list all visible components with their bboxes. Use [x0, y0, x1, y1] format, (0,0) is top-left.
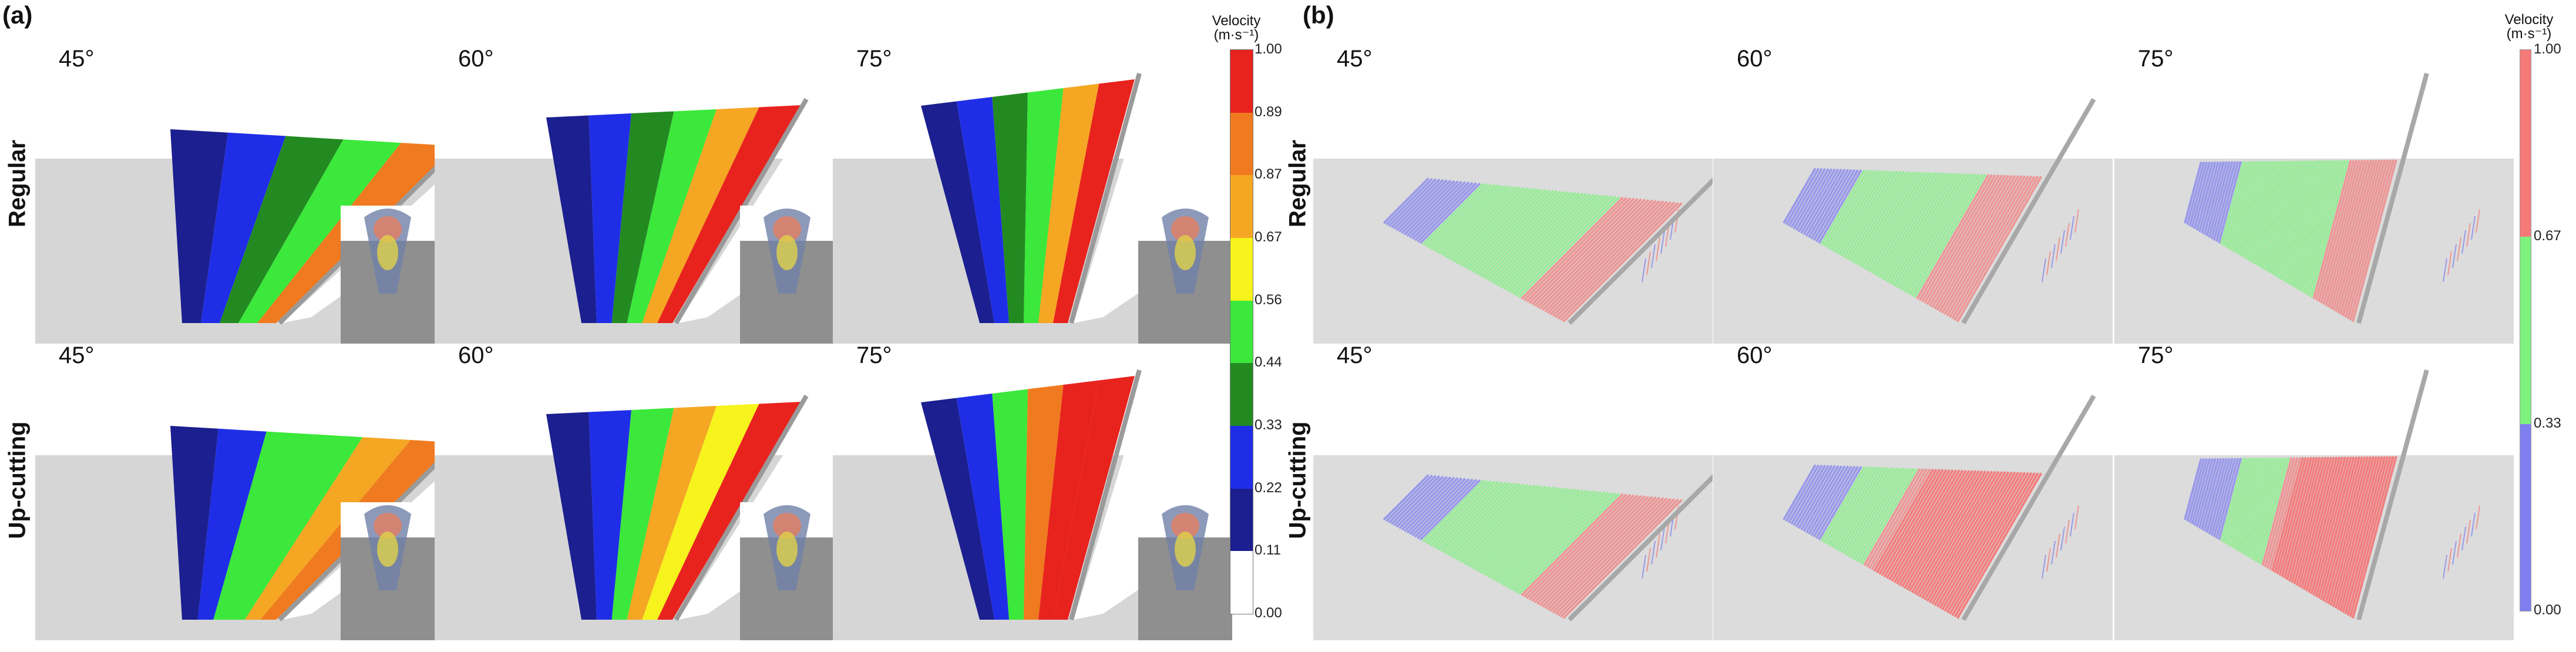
- panel-a-plot-upcutting-1: 60°: [435, 342, 834, 640]
- velocity-vector-image: [2114, 72, 2514, 344]
- velocity-vector-image: [1713, 394, 2113, 640]
- angle-label: 60°: [458, 342, 494, 368]
- colorbar-a-tick-label: 0.11: [1255, 542, 1281, 559]
- colorbar-a-title-line2: (m·s⁻¹): [1213, 27, 1259, 43]
- row-label-regular-a: Regular: [4, 140, 31, 227]
- panel-b-plot-upcutting-2: 75°: [2114, 342, 2514, 640]
- colorbar-a-tick-label: 0.33: [1255, 417, 1282, 433]
- angle-label: 45°: [1337, 46, 1373, 72]
- colorbar-a-segment: [1230, 238, 1253, 301]
- panel-a-plot-upcutting-2: 75°: [833, 342, 1232, 640]
- cutting-simulation-image: [435, 394, 834, 640]
- row-label-upcutting-a: Up-cutting: [4, 421, 31, 539]
- panel-b-label: (b): [1303, 1, 1334, 29]
- angle-label: 45°: [59, 46, 95, 72]
- colorbar-a-segment: [1230, 363, 1253, 426]
- panel-b-plot-upcutting-0: 45°: [1313, 342, 1713, 640]
- colorbar-b-tick-label: 0.00: [2534, 602, 2561, 618]
- colorbar-b-title-line2: (m·s⁻¹): [2506, 26, 2552, 42]
- panel-a-plot-regular-1: 60°: [435, 46, 834, 344]
- angle-label: 75°: [2138, 342, 2174, 368]
- colorbar-a-title: Velocity (m·s⁻¹): [1198, 14, 1274, 42]
- cutting-simulation-image: [833, 72, 1232, 344]
- colorbar-b-tick-label: 0.67: [2534, 228, 2561, 244]
- colorbar-b-title-line1: Velocity: [2504, 12, 2554, 28]
- colorbar-a-tick-label: 1.00: [1255, 41, 1282, 57]
- row-label-upcutting-b: Up-cutting: [1284, 421, 1311, 539]
- cutting-simulation-image: [35, 129, 435, 344]
- panel-b-plot-regular-1: 60°: [1713, 46, 2113, 344]
- velocity-vector-image: [2114, 369, 2514, 640]
- colorbar-a-title-line1: Velocity: [1212, 13, 1261, 29]
- panel-a-label: (a): [2, 1, 33, 29]
- velocity-vector-image: [1313, 159, 1713, 344]
- angle-label: 60°: [1737, 342, 1773, 368]
- colorbar-a-tick-label: 0.89: [1255, 103, 1282, 120]
- colorbar-b-segment: [2520, 50, 2531, 237]
- colorbar-a-tick-label: 0.00: [1255, 605, 1282, 621]
- colorbar-a: [1230, 49, 1253, 614]
- angle-label: 75°: [2138, 46, 2174, 72]
- colorbar-b-tick-label: 0.33: [2534, 415, 2561, 431]
- colorbar-b-segment: [2520, 237, 2531, 424]
- angle-label: 60°: [458, 46, 494, 72]
- angle-label: 75°: [856, 342, 892, 368]
- colorbar-a-tick-label: 0.87: [1255, 166, 1282, 183]
- angle-label: 60°: [1737, 46, 1773, 72]
- cutting-simulation-image: [435, 98, 834, 344]
- panel-a-plot-regular-0: 45°: [35, 46, 435, 344]
- colorbar-a-segment: [1230, 112, 1253, 176]
- panel-b-plot-upcutting-1: 60°: [1713, 342, 2113, 640]
- panel-a-plot-regular-2: 75°: [833, 46, 1232, 344]
- velocity-vector-image: [1313, 455, 1713, 640]
- colorbar-b: [2520, 49, 2531, 611]
- colorbar-a-tick-label: 0.67: [1255, 229, 1282, 245]
- angle-label: 75°: [856, 46, 892, 72]
- panel-b-plot-regular-0: 45°: [1313, 46, 1713, 344]
- colorbar-a-segment: [1230, 50, 1253, 113]
- angle-label: 45°: [1337, 342, 1373, 368]
- panel-a-plot-upcutting-0: 45°: [35, 342, 435, 640]
- panel-b-plot-regular-2: 75°: [2114, 46, 2514, 344]
- colorbar-b-tick-label: 1.00: [2534, 41, 2561, 57]
- angle-label: 45°: [59, 342, 95, 368]
- colorbar-a-segment: [1230, 300, 1253, 364]
- colorbar-a-segment: [1230, 426, 1253, 489]
- cutting-simulation-image: [35, 426, 435, 640]
- velocity-vector-image: [1713, 98, 2113, 344]
- colorbar-a-segment: [1230, 175, 1253, 238]
- colorbar-a-segment: [1230, 551, 1253, 614]
- colorbar-a-segment: [1230, 488, 1253, 552]
- colorbar-a-tick-label: 0.56: [1255, 291, 1282, 308]
- cutting-simulation-image: [833, 369, 1232, 640]
- colorbar-b-segment: [2520, 424, 2531, 611]
- row-label-regular-b: Regular: [1284, 140, 1311, 227]
- colorbar-b-title: Velocity (m·s⁻¹): [2488, 13, 2570, 41]
- colorbar-a-tick-label: 0.22: [1255, 479, 1282, 496]
- colorbar-a-tick-label: 0.44: [1255, 354, 1282, 371]
